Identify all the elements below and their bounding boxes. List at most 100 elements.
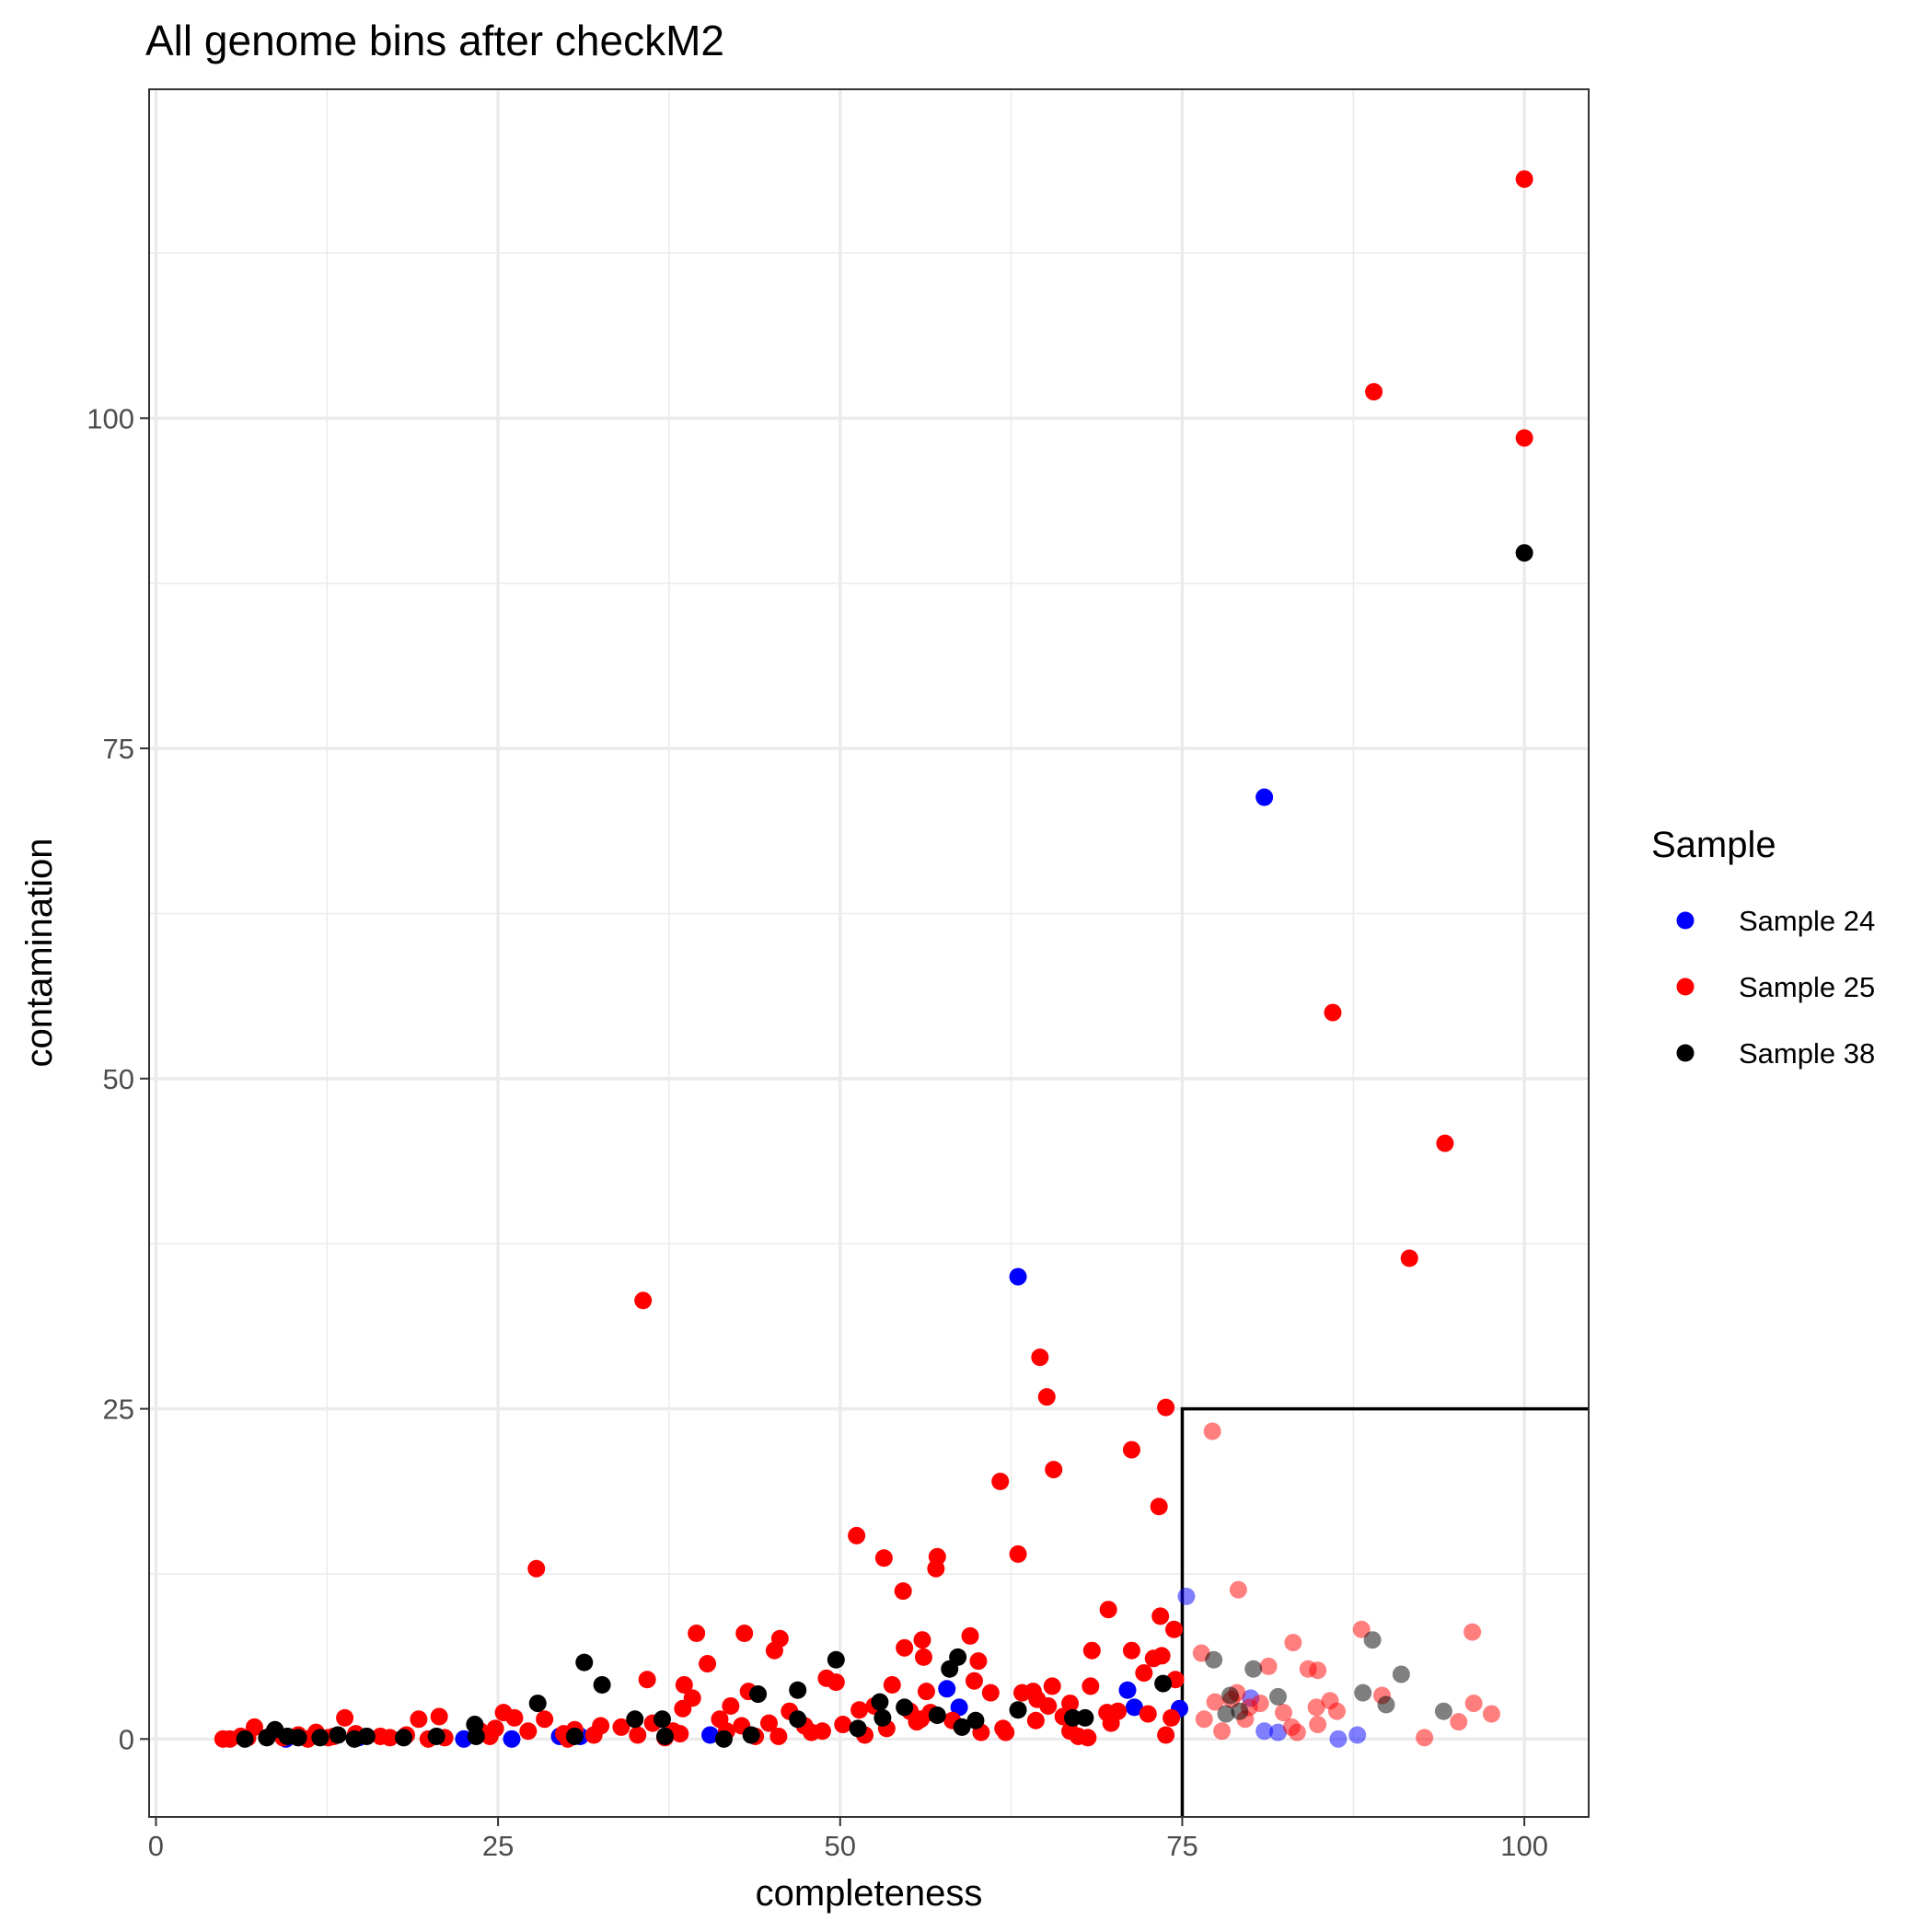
legend-title: Sample: [1651, 825, 1776, 865]
point-sample-25: [1151, 1607, 1170, 1625]
x-axis-title: completeness: [756, 1873, 983, 1914]
legend-key: [1676, 911, 1695, 930]
legend-key: [1676, 1044, 1695, 1062]
point-sample-25: [894, 1582, 912, 1601]
point-sample-25: [1163, 1708, 1181, 1727]
point-sample-25: [410, 1710, 428, 1729]
point-sample-25: [629, 1726, 647, 1744]
data-points: [214, 170, 1533, 1748]
y-tick-label: 100: [87, 402, 134, 434]
y-axis-title: contamination: [19, 838, 60, 1067]
point-sample-38: [565, 1727, 584, 1745]
point-sample-25: [1284, 1634, 1302, 1652]
point-sample-25: [1274, 1704, 1292, 1722]
point-sample-38: [311, 1729, 330, 1747]
point-sample-38: [1217, 1705, 1235, 1723]
point-sample-25: [1037, 1388, 1056, 1406]
point-sample-38: [953, 1718, 971, 1736]
point-sample-25: [1251, 1695, 1269, 1713]
point-sample-25: [1309, 1661, 1327, 1680]
point-sample-25: [883, 1675, 901, 1694]
point-sample-25: [896, 1638, 914, 1657]
point-sample-38: [789, 1681, 807, 1699]
point-sample-25: [1122, 1440, 1140, 1459]
point-sample-38: [1231, 1702, 1249, 1720]
point-sample-25: [634, 1291, 653, 1310]
point-sample-24: [1269, 1723, 1288, 1741]
point-sample-38: [528, 1695, 547, 1713]
point-sample-25: [1324, 1003, 1342, 1022]
point-sample-38: [427, 1727, 445, 1745]
point-sample-24: [1329, 1730, 1348, 1748]
x-tick-label: 75: [1166, 1830, 1197, 1862]
point-sample-24: [950, 1698, 968, 1717]
point-sample-25: [1515, 170, 1533, 189]
point-sample-38: [258, 1729, 276, 1747]
legend: Sample Sample 24 Sample 25 Sample 38: [1651, 825, 1875, 1070]
point-sample-38: [928, 1706, 946, 1725]
point-sample-25: [765, 1641, 783, 1660]
point-sample-25: [336, 1708, 354, 1727]
point-sample-38: [236, 1730, 254, 1748]
point-sample-25: [961, 1626, 979, 1645]
point-sample-25: [1365, 383, 1383, 401]
point-sample-25: [430, 1707, 448, 1726]
point-sample-38: [575, 1653, 594, 1672]
point-sample-25: [1009, 1544, 1027, 1563]
point-sample-38: [1221, 1686, 1239, 1705]
point-sample-25: [994, 1719, 1012, 1738]
point-sample-25: [1464, 1695, 1483, 1713]
point-sample-25: [536, 1710, 554, 1729]
point-sample-25: [1102, 1714, 1120, 1732]
y-tick-label: 50: [103, 1063, 134, 1095]
point-sample-25: [1039, 1696, 1058, 1715]
point-sample-24: [1255, 788, 1274, 806]
point-sample-25: [1135, 1664, 1153, 1683]
point-sample-25: [722, 1696, 740, 1715]
point-sample-25: [965, 1672, 983, 1690]
point-sample-25: [759, 1714, 778, 1732]
point-sample-25: [769, 1727, 788, 1745]
point-sample-38: [1363, 1631, 1382, 1649]
y-tick-label: 75: [103, 733, 134, 765]
point-sample-38: [1377, 1695, 1395, 1714]
point-sample-24: [1118, 1681, 1137, 1699]
point-sample-24: [1177, 1587, 1196, 1605]
point-sample-24: [1009, 1267, 1027, 1286]
point-sample-38: [749, 1685, 768, 1704]
point-sample-25: [1229, 1580, 1247, 1599]
point-sample-25: [1031, 1348, 1049, 1367]
point-sample-25: [1482, 1705, 1500, 1723]
point-sample-25: [1152, 1647, 1171, 1665]
point-sample-38: [1354, 1683, 1372, 1702]
point-sample-25: [527, 1559, 546, 1578]
x-tick-label: 0: [148, 1830, 164, 1862]
point-sample-25: [1061, 1722, 1080, 1741]
point-sample-25: [827, 1673, 845, 1692]
point-sample-38: [655, 1727, 674, 1745]
point-sample-25: [850, 1701, 869, 1719]
point-sample-25: [1139, 1705, 1157, 1723]
point-sample-38: [789, 1710, 807, 1729]
x-tick-label: 50: [825, 1830, 856, 1862]
point-sample-25: [917, 1683, 935, 1701]
point-sample-25: [688, 1625, 706, 1643]
point-sample-25: [1307, 1698, 1325, 1717]
point-sample-25: [735, 1625, 754, 1643]
point-sample-24: [503, 1730, 521, 1748]
point-sample-38: [827, 1650, 845, 1669]
y-tick-label: 0: [119, 1723, 134, 1755]
point-sample-25: [1061, 1695, 1080, 1713]
point-sample-25: [584, 1726, 603, 1744]
point-sample-25: [1352, 1620, 1371, 1638]
point-sample-25: [1195, 1710, 1213, 1729]
point-sample-25: [1165, 1620, 1184, 1638]
point-sample-38: [654, 1710, 672, 1729]
point-sample-38: [626, 1710, 644, 1729]
point-sample-25: [1043, 1677, 1061, 1695]
point-sample-38: [849, 1719, 867, 1738]
legend-key: [1676, 978, 1695, 996]
point-sample-25: [612, 1718, 631, 1736]
point-sample-25: [969, 1652, 988, 1671]
